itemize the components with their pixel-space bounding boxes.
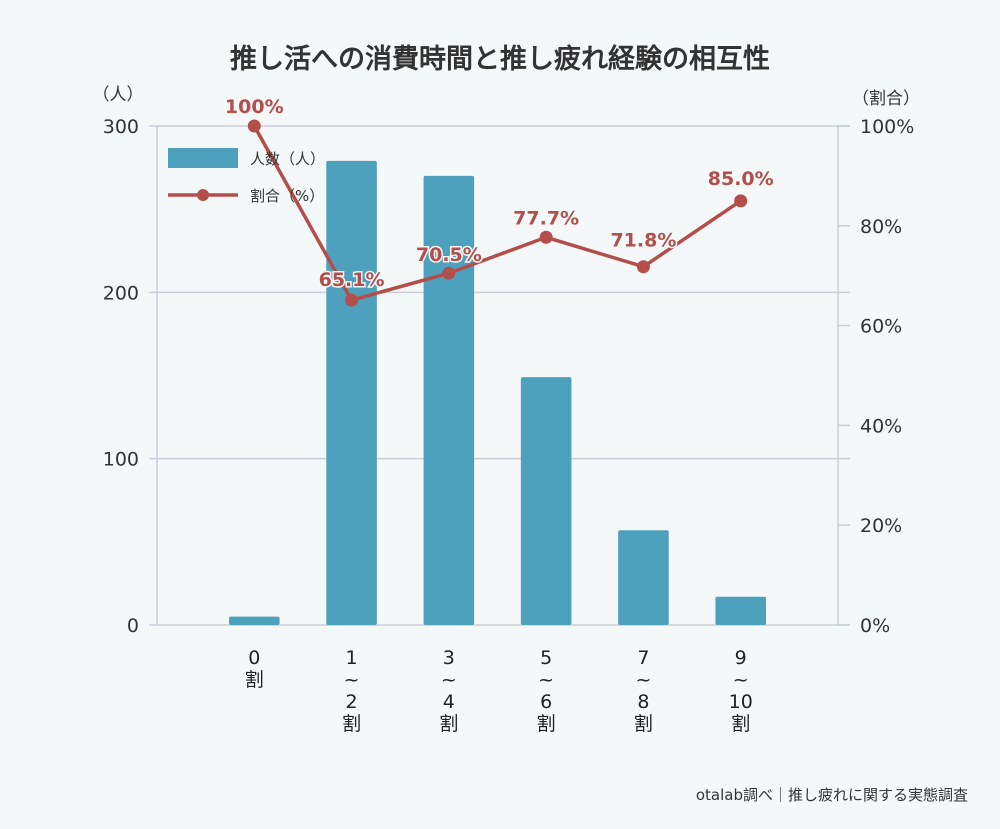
x-tick-label: 9: [735, 647, 747, 669]
x-tick-label: ~: [441, 669, 457, 691]
x-tick-label: ~: [538, 669, 554, 691]
y-right-tick-label: 20%: [860, 515, 902, 537]
plot-background: [157, 126, 838, 625]
chart-title: 推し活への消費時間と推し疲れ経験の相互性: [230, 43, 770, 75]
ratio-point: [539, 230, 553, 244]
bar: [618, 530, 669, 625]
y-left-tick-label: 0: [127, 615, 139, 637]
ratio-data-label: 71.8%: [610, 230, 676, 252]
y-right-tick-label: 100%: [860, 116, 914, 138]
x-tick-label: ~: [635, 669, 651, 691]
y-right-axis-label: （割合）: [852, 89, 920, 109]
x-tick-label: 8: [637, 691, 649, 713]
ratio-line: [252, 125, 742, 302]
y-right-tick-label: 40%: [860, 415, 902, 437]
ratio-point: [247, 119, 261, 133]
source-note: otalab調べ｜推し疲れに関する実態調査: [695, 786, 968, 804]
ratio-data-label: 65.1%: [319, 269, 385, 291]
y-left-tick-label: 300: [103, 116, 139, 138]
bar: [520, 377, 572, 625]
x-tick-label: 6: [540, 691, 552, 713]
y-right-tick-label: 80%: [860, 216, 902, 238]
x-tick-label: ~: [344, 669, 360, 691]
y-left-tick-label: 100: [103, 449, 139, 471]
bar: [326, 160, 377, 625]
x-tick-label: 割: [537, 713, 556, 735]
x-tick-label: 割: [342, 713, 361, 735]
bar: [715, 596, 767, 625]
y-left-axis-label: （人）: [93, 85, 144, 105]
y-right-tick-label: 60%: [860, 316, 902, 338]
x-tick-label: 0: [248, 647, 260, 669]
x-tick-label: 7: [637, 647, 649, 669]
legend-bar-label: 人数（人）: [250, 150, 325, 168]
x-tick-label: 4: [443, 691, 455, 713]
x-tick-label: 1: [346, 647, 358, 669]
x-tick-label: 割: [439, 713, 458, 735]
ratio-point: [636, 260, 650, 274]
x-tick-label: 割: [245, 669, 264, 691]
ratio-point: [345, 293, 359, 307]
x-tick-label: 5: [540, 647, 552, 669]
x-tick-label: ~: [733, 669, 749, 691]
x-tick-label: 2: [346, 691, 358, 713]
ratio-data-label: 77.7%: [513, 207, 579, 229]
x-tick-label: 3: [443, 647, 455, 669]
legend-line-label: 割合（%）: [250, 187, 324, 205]
x-tick-label: 割: [634, 713, 653, 735]
legend-bar-swatch: [168, 148, 238, 168]
plot-area: 01002003000%20%40%60%80%100%100%65.1%70.…: [103, 95, 915, 736]
ratio-data-label: 70.5%: [416, 244, 482, 266]
bar: [228, 616, 280, 625]
ratio-data-label: 85.0%: [708, 168, 774, 190]
ratio-point: [442, 266, 456, 280]
bar: [423, 175, 475, 625]
y-right-tick-label: 0%: [860, 615, 890, 637]
y-left-tick-label: 200: [103, 282, 139, 304]
x-tick-label: 10: [729, 691, 753, 713]
x-tick-label: 割: [731, 713, 750, 735]
ratio-point: [734, 194, 748, 208]
legend-line-marker: [197, 189, 209, 201]
ratio-data-label: 100%: [225, 96, 284, 118]
